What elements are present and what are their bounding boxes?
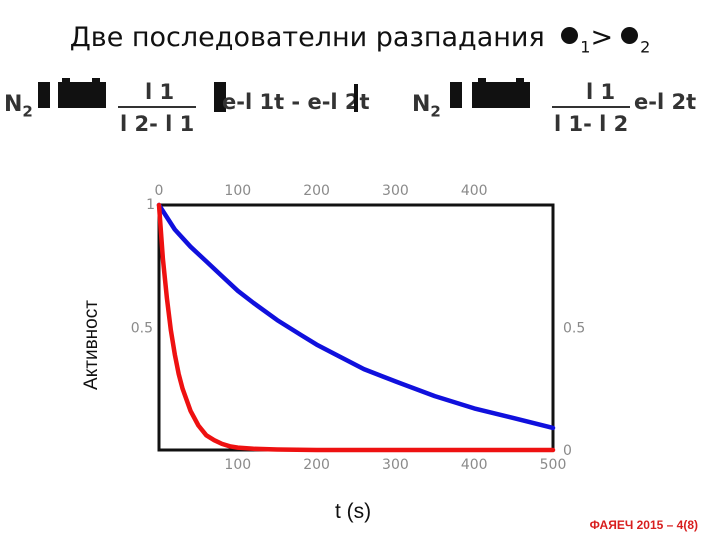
slide-title: Две последователни разпадания 1> 2	[0, 22, 720, 56]
fraction-numerator: l 1	[586, 80, 616, 104]
lambda-2-symbol-icon	[621, 27, 639, 44]
lambda-1-symbol-icon	[561, 27, 579, 44]
bottom-tick-label: 400	[461, 457, 488, 473]
garbled-glyph-block	[38, 82, 50, 108]
garbled-glyph-block	[92, 78, 100, 88]
exponential-terms: e-l 1t - e-l 2t	[222, 90, 370, 114]
fraction-bar	[118, 106, 196, 108]
series-line-blue	[156, 202, 556, 431]
top-tick-label: 200	[303, 183, 330, 199]
top-tick-label: 400	[461, 183, 488, 199]
fraction-bar	[552, 106, 630, 108]
bottom-tick-label: 300	[382, 457, 409, 473]
garbled-glyph-block	[450, 82, 462, 108]
top-tick-label: 100	[224, 183, 251, 199]
lambda-1-subscript: 1	[580, 37, 591, 57]
comparison-sign: >	[590, 22, 614, 53]
bottom-tick-label: 500	[540, 457, 567, 473]
equation-right: N2 l 1 l 1- l 2 e-l 2t	[408, 74, 708, 136]
exponential-terms: e-l 2t	[634, 90, 697, 114]
garbled-glyph-block	[516, 78, 524, 88]
left-tick-label: 0.5	[131, 321, 153, 337]
x-axis-label: t (s)	[335, 500, 372, 523]
right-tick-label: 0.5	[563, 321, 585, 337]
title-text: Две последователни разпадания	[69, 22, 545, 53]
fraction-numerator: l 1	[145, 80, 175, 104]
bracket-glyph	[354, 84, 358, 112]
series-line-red	[156, 202, 556, 453]
garbled-glyph-block	[62, 78, 70, 88]
top-tick-label: 0	[155, 183, 164, 199]
lambda-2-subscript: 2	[640, 37, 651, 57]
equation-left: N2 l 1 l 2- l 1 e-l 1t - e-l 2t	[0, 74, 370, 136]
fraction-denominator: l 2- l 1	[120, 112, 195, 136]
left-tick-label: 1	[146, 197, 155, 213]
fraction-denominator: l 1- l 2	[554, 112, 629, 136]
bracket-glyph	[214, 82, 226, 112]
slide-footer: ФАЯЕЧ 2015 – 4(8)	[589, 518, 698, 532]
garbled-glyph-block	[478, 78, 486, 88]
y-axis-label: Активност	[81, 300, 102, 390]
bottom-tick-label: 100	[224, 457, 251, 473]
right-tick-label: 0	[563, 443, 572, 459]
top-tick-label: 300	[382, 183, 409, 199]
n2-symbol: N2	[4, 92, 33, 121]
n2-symbol: N2	[412, 92, 441, 121]
bottom-tick-label: 200	[303, 457, 330, 473]
